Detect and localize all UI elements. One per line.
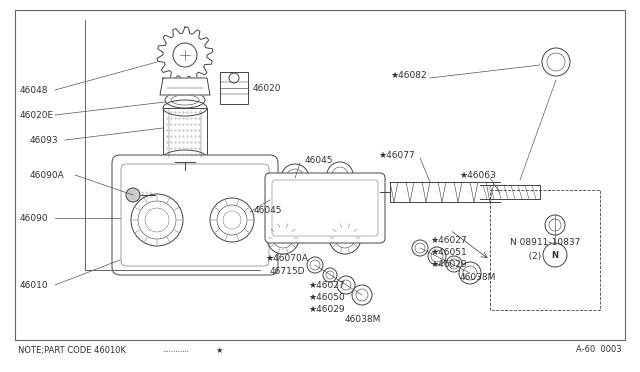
Text: N: N — [552, 250, 559, 260]
Text: ★: ★ — [215, 346, 223, 355]
Circle shape — [545, 215, 565, 235]
Bar — [220, 72, 248, 104]
Text: ★46029: ★46029 — [430, 260, 467, 269]
Bar — [490, 190, 600, 310]
Circle shape — [446, 256, 462, 272]
Circle shape — [323, 268, 337, 282]
Text: ★46029: ★46029 — [308, 305, 344, 314]
Text: ★46027: ★46027 — [308, 280, 344, 289]
Circle shape — [307, 257, 323, 273]
Text: NOTE;PART CODE 46010K: NOTE;PART CODE 46010K — [18, 346, 126, 355]
Circle shape — [327, 162, 353, 188]
Circle shape — [352, 285, 372, 305]
Text: 46045: 46045 — [254, 205, 282, 215]
Bar — [163, 108, 207, 158]
Text: 46715D: 46715D — [270, 267, 305, 276]
Circle shape — [329, 222, 361, 254]
Circle shape — [267, 222, 299, 254]
Polygon shape — [160, 78, 210, 95]
Text: ★46027: ★46027 — [430, 235, 467, 244]
Text: ★46070A: ★46070A — [265, 253, 308, 263]
Circle shape — [542, 48, 570, 76]
Text: 46038M: 46038M — [345, 315, 381, 324]
Text: ★46063: ★46063 — [459, 170, 496, 180]
Text: 46048: 46048 — [20, 86, 49, 94]
Text: N 08911-10837: N 08911-10837 — [510, 237, 580, 247]
Text: (2): (2) — [520, 251, 541, 260]
Text: ★46051: ★46051 — [430, 247, 467, 257]
FancyBboxPatch shape — [112, 155, 278, 275]
Circle shape — [337, 276, 355, 294]
FancyBboxPatch shape — [265, 173, 385, 243]
Circle shape — [126, 188, 140, 202]
Circle shape — [210, 198, 254, 242]
Circle shape — [428, 247, 446, 265]
Text: 46010: 46010 — [20, 280, 49, 289]
Circle shape — [281, 164, 309, 192]
Text: 46093: 46093 — [30, 135, 59, 144]
Circle shape — [459, 262, 481, 284]
Text: 46038M: 46038M — [460, 273, 497, 282]
Text: 46020: 46020 — [253, 83, 282, 93]
Text: 46090: 46090 — [20, 214, 49, 222]
Circle shape — [363, 200, 383, 220]
Text: 46045: 46045 — [305, 155, 333, 164]
Text: A-60  0003: A-60 0003 — [577, 346, 622, 355]
Text: ★46077: ★46077 — [378, 151, 415, 160]
Bar — [15, 10, 625, 340]
Text: ★46050: ★46050 — [308, 292, 345, 301]
Text: 46020E: 46020E — [20, 110, 54, 119]
Text: ............: ............ — [162, 347, 189, 353]
Text: ★46082: ★46082 — [390, 71, 427, 80]
Circle shape — [131, 194, 183, 246]
Text: 46090A: 46090A — [30, 170, 65, 180]
Circle shape — [412, 240, 428, 256]
